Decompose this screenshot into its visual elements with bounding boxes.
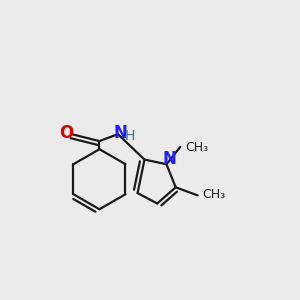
- Text: CH₃: CH₃: [202, 188, 225, 201]
- Text: O: O: [59, 124, 73, 142]
- Text: N: N: [163, 150, 177, 168]
- Text: CH₃: CH₃: [185, 141, 208, 154]
- Text: H: H: [125, 130, 135, 143]
- Text: N: N: [113, 124, 127, 142]
